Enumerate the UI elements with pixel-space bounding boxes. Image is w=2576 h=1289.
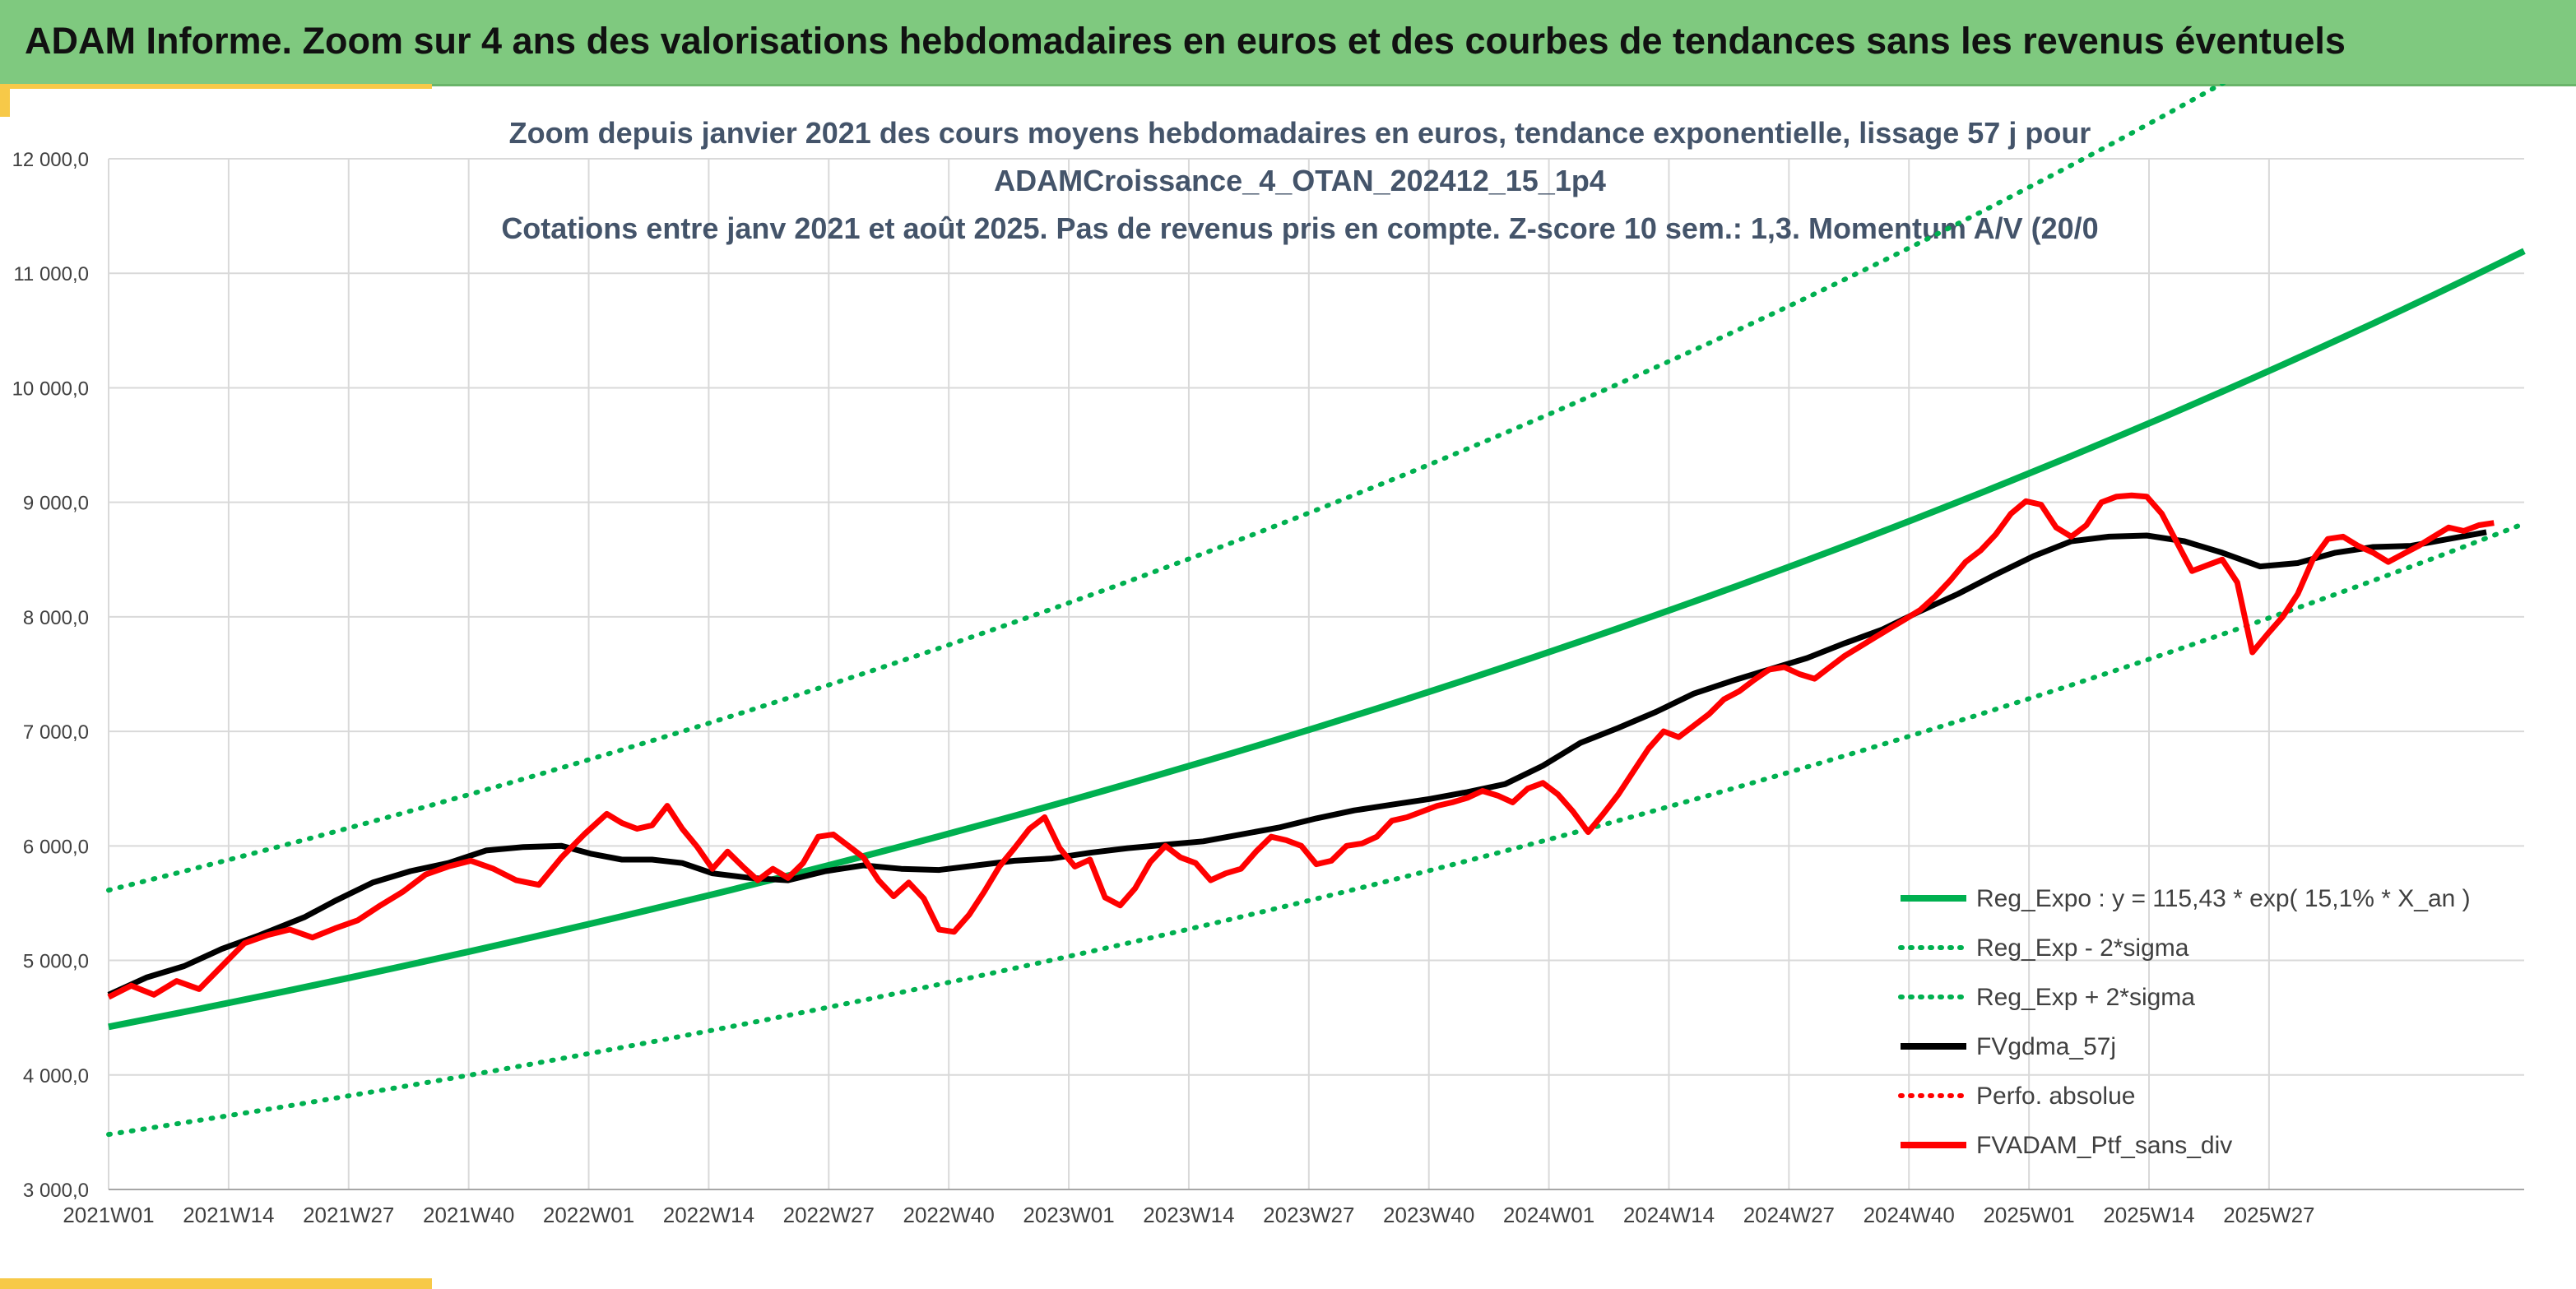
chart-series — [106, 84, 2527, 1138]
chart-title: Zoom depuis janvier 2021 des cours moyen… — [501, 116, 2098, 245]
chart-grid — [108, 158, 2524, 1190]
x-tick-label: 2021W01 — [63, 1203, 154, 1227]
x-tick-label: 2025W14 — [2103, 1203, 2194, 1227]
legend-label: FVgdma_57j — [1976, 1033, 2116, 1060]
x-tick-label: 2022W14 — [663, 1203, 754, 1227]
x-tick-label: 2024W14 — [1623, 1203, 1715, 1227]
x-axis-labels: 2021W01 2021W14 2021W27 2021W40 2022W01 2022W… — [63, 1203, 2314, 1227]
series-fvadam-ptf — [107, 492, 2495, 1000]
y-tick-label: 12 000,0 — [12, 149, 89, 171]
legend-label: Perfo. absolue — [1976, 1083, 2135, 1110]
legend-label: Reg_Exp + 2*sigma — [1976, 984, 2195, 1011]
x-tick-label: 2022W01 — [543, 1203, 634, 1227]
y-tick-label: 10 000,0 — [12, 378, 89, 400]
x-tick-label: 2023W01 — [1023, 1203, 1114, 1227]
x-tick-label: 2021W40 — [423, 1203, 514, 1227]
x-tick-label: 2022W27 — [783, 1203, 875, 1227]
series-reg-exp-plus-2sigma — [106, 84, 2227, 893]
y-axis-labels: 3 000,0 4 000,0 5 000,0 6 000,0 7 000,0 8 000… — [12, 149, 89, 1202]
accent-bar-bottom — [0, 1278, 432, 1289]
y-tick-label: 7 000,0 — [23, 721, 89, 744]
series-reg-expo — [108, 248, 2526, 1031]
y-tick-label: 4 000,0 — [23, 1065, 89, 1087]
x-tick-label: 2025W01 — [1983, 1203, 2074, 1227]
y-tick-label: 9 000,0 — [23, 493, 89, 515]
x-tick-label: 2023W14 — [1143, 1203, 1234, 1227]
accent-bar-top — [0, 84, 432, 89]
x-tick-label: 2023W27 — [1263, 1203, 1354, 1227]
x-tick-label: 2021W27 — [303, 1203, 394, 1227]
report-banner: ADAM Informe. Zoom sur 4 ans des valoris… — [0, 0, 2576, 86]
x-tick-label: 2024W40 — [1864, 1203, 1955, 1227]
accent-bar-left — [0, 84, 10, 117]
legend-label: Reg_Expo : y = 115,43 * exp( 15,1% * X_a… — [1976, 885, 2471, 912]
x-tick-label: 2025W27 — [2223, 1203, 2314, 1227]
series-reg-exp-minus-2sigma — [106, 521, 2527, 1138]
y-tick-label: 3 000,0 — [23, 1180, 89, 1202]
legend-label: FVADAM_Ptf_sans_div — [1976, 1132, 2232, 1159]
chart-legend: Reg_Expo : y = 115,43 * exp( 15,1% * X_a… — [1898, 885, 2471, 1159]
y-tick-label: 11 000,0 — [13, 263, 89, 285]
x-tick-label: 2021W14 — [183, 1203, 274, 1227]
report-title: ADAM Informe. Zoom sur 4 ans des valoris… — [25, 20, 2346, 62]
y-tick-label: 5 000,0 — [23, 951, 89, 973]
line-chart: 3 000,0 4 000,0 5 000,0 6 000,0 7 000,0 8 000… — [12, 84, 2527, 1227]
x-tick-label: 2024W01 — [1503, 1203, 1594, 1227]
legend-label: Reg_Exp - 2*sigma — [1976, 934, 2189, 962]
y-tick-label: 6 000,0 — [23, 836, 89, 858]
x-tick-label: 2023W40 — [1383, 1203, 1474, 1227]
chart-title-line: Cotations entre janv 2021 et août 2025. … — [501, 211, 2098, 245]
chart-title-line: ADAMCroissance_4_OTAN_202412_15_1p4 — [994, 164, 1606, 197]
x-tick-label: 2022W40 — [903, 1203, 995, 1227]
y-tick-label: 8 000,0 — [23, 607, 89, 629]
chart-title-line: Zoom depuis janvier 2021 des cours moyen… — [509, 116, 2091, 150]
series-fvgdma — [107, 529, 2487, 998]
x-tick-label: 2024W27 — [1743, 1203, 1835, 1227]
